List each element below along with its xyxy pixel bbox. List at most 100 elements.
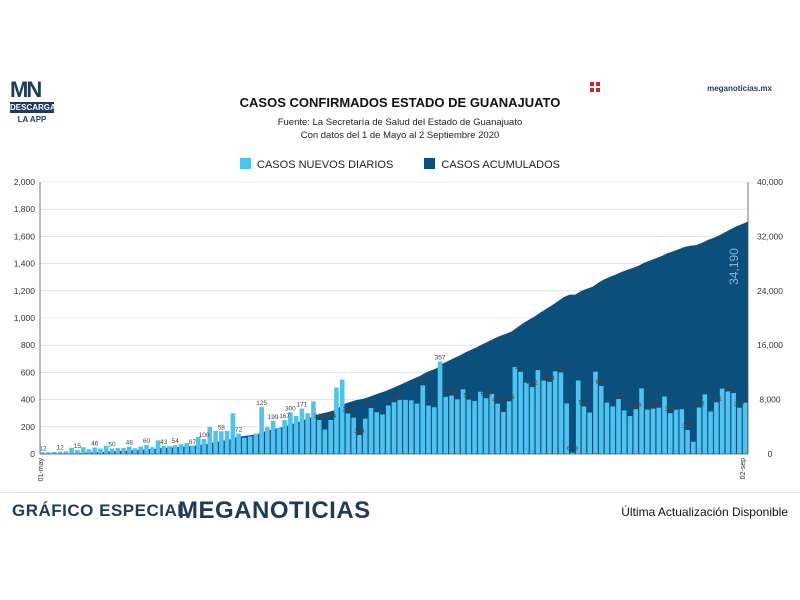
daily-bar: [633, 409, 639, 454]
daily-bar: [644, 409, 650, 454]
daily-data-label: 505: [463, 393, 474, 400]
x-tick-label: 01-may: [38, 458, 45, 482]
daily-bar: [132, 448, 138, 454]
daily-bar: [737, 407, 742, 454]
daily-bar: [57, 451, 63, 454]
daily-bar: [616, 399, 621, 454]
daily-bar: [708, 411, 713, 454]
daily-bar: [374, 412, 380, 454]
daily-bar: [253, 433, 259, 454]
daily-bar: [46, 452, 51, 454]
daily-bar: [460, 389, 466, 454]
daily-bar: [472, 400, 477, 454]
logo-download-band: DESCARGA: [10, 102, 56, 113]
y-left-tick-label: 1,000: [14, 313, 36, 323]
footer-update-label: Última Actualización Disponible: [621, 505, 788, 519]
daily-bar: [75, 449, 80, 454]
daily-bar: [351, 417, 356, 454]
daily-bar: [691, 441, 696, 454]
daily-bar: [385, 405, 391, 454]
daily-bar: [80, 447, 86, 454]
daily-bar: [103, 445, 109, 454]
daily-bar: [575, 380, 581, 454]
daily-bar: [121, 447, 126, 454]
daily-bar: [293, 415, 299, 454]
chart-source: Fuente: La Secretaría de Salud del Estad…: [277, 117, 523, 128]
daily-bar: [259, 407, 264, 454]
daily-data-label: 344: [314, 413, 325, 420]
daily-data-label: 438: [694, 400, 705, 407]
daily-bar: [224, 430, 230, 454]
daily-data-label: 605: [596, 379, 607, 386]
daily-bar: [98, 448, 103, 454]
daily-bar: [270, 420, 276, 454]
daily-data-label: 43: [160, 439, 168, 446]
daily-bar: [529, 387, 535, 454]
daily-bar: [489, 393, 495, 454]
daily-bar: [478, 391, 483, 454]
y-left-tick-label: 0: [30, 449, 35, 459]
daily-bar: [443, 396, 449, 454]
daily-bar: [518, 371, 523, 454]
daily-bar: [610, 406, 616, 454]
daily-bar: [420, 385, 426, 454]
daily-bar: [679, 409, 685, 454]
daily-data-label: 423: [648, 402, 659, 409]
logo-app-text: LA APP: [17, 115, 47, 124]
daily-bar: [109, 448, 115, 454]
daily-bar: [541, 380, 546, 454]
daily-data-label: 429: [492, 397, 503, 404]
daily-bar: [52, 451, 57, 454]
footer-brand: MEGANOTICIAS: [178, 497, 371, 524]
chart-title: CASOS CONFIRMADOS ESTADO DE GUANAJUATO: [239, 95, 561, 110]
daily-bar: [731, 392, 736, 454]
daily-bar: [299, 408, 305, 454]
daily-bar: [357, 434, 362, 454]
daily-bar: [276, 428, 282, 454]
daily-bar: [466, 399, 472, 454]
daily-bar: [184, 443, 190, 454]
daily-bar: [339, 379, 345, 454]
daily-bar: [201, 439, 207, 454]
daily-data-label: 481: [711, 395, 722, 402]
daily-bar: [650, 408, 656, 454]
daily-bar: [305, 413, 310, 454]
daily-bar: [115, 448, 120, 454]
daily-bar: [564, 403, 569, 454]
daily-data-label: 125: [256, 400, 267, 407]
daily-bar: [230, 413, 236, 454]
daily-bar: [92, 447, 97, 454]
site-url: meganoticias.mx: [707, 84, 772, 93]
legend-cumulative-label: CASOS ACUMULADOS: [441, 159, 560, 171]
daily-data-label: 398: [446, 389, 457, 396]
meganoticias-logo: MN DESCARGA LA APP: [10, 77, 56, 124]
daily-data-label: 58: [218, 424, 226, 431]
y-right-tick-label: 24,000: [757, 286, 783, 296]
daily-data-label: 680: [481, 391, 492, 398]
daily-bar: [449, 395, 454, 454]
daily-bar: [524, 382, 529, 454]
daily-bar: [242, 437, 247, 454]
daily-bars: [40, 361, 748, 454]
daily-data-label: 300: [285, 405, 296, 412]
daily-bar: [593, 371, 598, 454]
daily-bar: [552, 371, 558, 454]
logo-mn-text: MN: [10, 77, 42, 102]
cumulative-area-path: [40, 221, 748, 454]
daily-data-label: 357: [435, 355, 446, 362]
daily-bar: [316, 420, 322, 454]
daily-bar: [662, 396, 667, 454]
daily-data-label: 54: [172, 438, 180, 445]
daily-data-label: 12: [39, 445, 47, 452]
y-left-tick-label: 400: [21, 395, 35, 405]
daily-bar: [213, 430, 218, 454]
y-right-tick-label: 8,000: [759, 395, 781, 405]
axes: 02004006008001,0001,2001,4001,6001,8002,…: [14, 177, 784, 481]
daily-data-label: 617: [556, 365, 567, 372]
legend-cumulative-swatch: [424, 158, 436, 169]
daily-data-label: 387: [366, 401, 377, 408]
y-right-tick-label: 16,000: [757, 340, 783, 350]
y-left-tick-label: 800: [21, 340, 35, 350]
y-left-tick-label: 2,000: [14, 177, 36, 187]
